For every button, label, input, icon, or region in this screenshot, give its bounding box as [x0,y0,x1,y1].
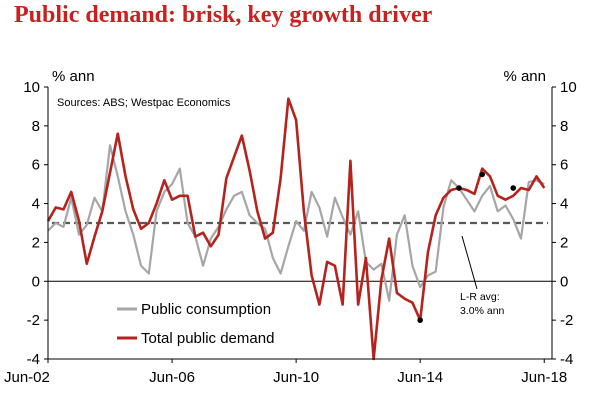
series-line-total-public-demand [46,97,546,361]
x-tick-label: Jun-06 [149,369,195,386]
right-y-tick-label: 0 [560,273,568,290]
annotation-line-1: L-R avg: [460,291,500,303]
left-y-tick-label: 10 [23,79,40,96]
series-lines [46,97,546,361]
right-y-tick-label: -4 [560,351,573,368]
right-y-tick-label: 10 [560,79,577,96]
right-y-tick-label: -2 [560,312,573,329]
left-y-tick-label: 4 [32,196,40,213]
series-marker [456,185,462,191]
left-y-tick-label: 6 [32,157,40,174]
x-tick-label: Jun-10 [273,369,319,386]
legend-label-public-consumption: Public consumption [141,301,271,318]
right-y-tick-label: 6 [560,157,568,174]
series-marker [417,317,423,323]
right-y-tick-label: 4 [560,196,568,213]
series-marker [479,171,486,178]
left-y-tick-label: 2 [32,234,40,251]
annotation-leader [461,235,478,290]
series-markers [417,171,517,323]
plot-frame [47,87,553,360]
left-y-tick-label: -2 [27,312,40,329]
left-axis-unit: % ann [52,68,95,85]
left-y-tick-label: -4 [27,351,40,368]
series-line-public-consumption [47,144,545,302]
axis-ticks: -4 -4 -2 -2 0 0 2 2 4 4 6 6 8 8 10 10 Jun-02 Jun-06 Jun-10… [4,79,577,386]
legend-label-total-public-demand: Total public demand [141,330,274,347]
chart-title: Public demand: brisk, key growth driver [14,2,433,28]
x-tick-label: Jun-18 [521,369,567,386]
average-annotation: L-R avg: 3.0% ann [460,235,505,317]
annotation-line-2: 3.0% ann [460,305,505,317]
right-y-tick-label: 2 [560,234,568,251]
right-axis-unit: % ann [503,68,546,85]
x-tick-label: Jun-02 [4,369,50,386]
x-tick-label: Jun-14 [397,369,443,386]
left-y-tick-label: 0 [32,273,40,290]
left-y-tick-label: 8 [32,118,40,135]
right-y-tick-label: 8 [560,118,568,135]
source-note: Sources: ABS; Westpac Economics [57,97,231,109]
legend: Public consumption Total public demand [117,301,274,347]
series-marker [510,185,517,191]
